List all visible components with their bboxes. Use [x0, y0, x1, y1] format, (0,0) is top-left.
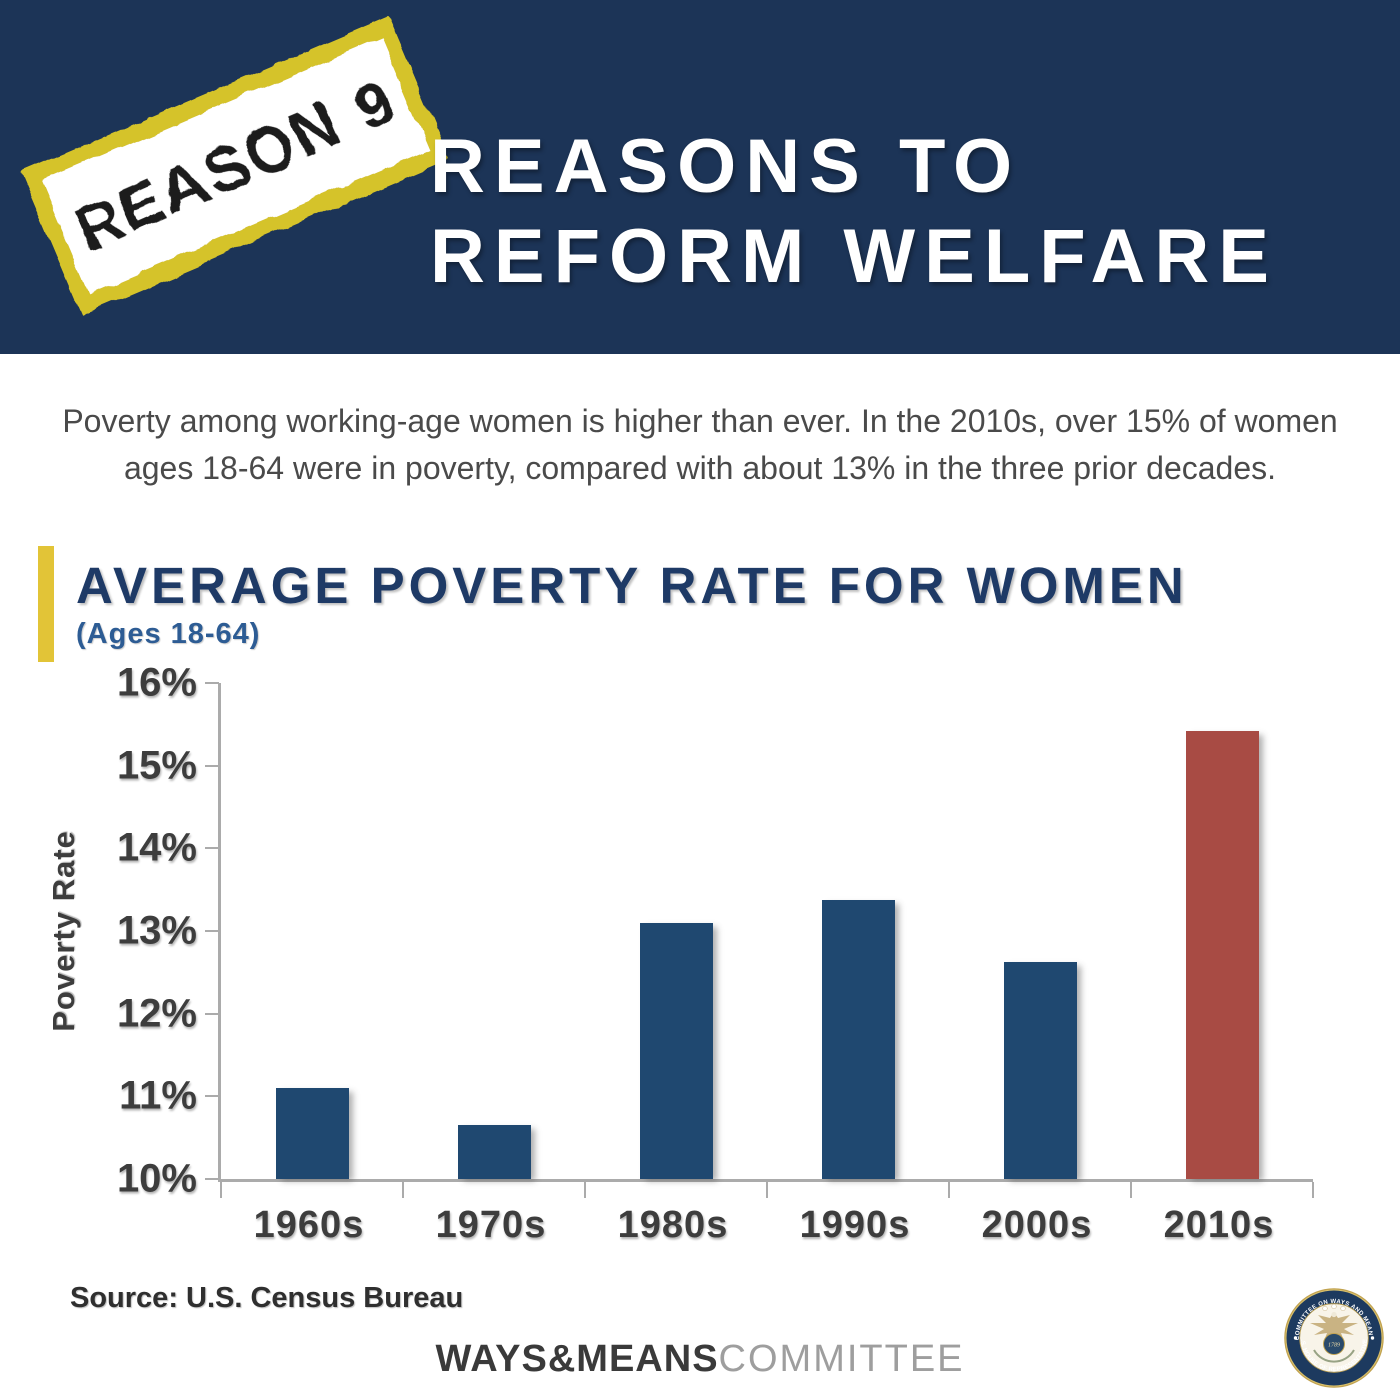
brand-committee: COMMITTEE	[718, 1338, 965, 1380]
y-tick-mark	[205, 930, 219, 932]
y-tick-mark	[205, 1012, 219, 1015]
reason-stamp: REASON 9	[20, 16, 450, 315]
brand-ways-means: WAYS&MEANS	[435, 1338, 719, 1380]
y-tick-mark	[205, 764, 219, 767]
y-tick-mark	[205, 847, 219, 850]
bar-slot	[949, 683, 1131, 1179]
bar-slot	[403, 683, 585, 1179]
reason-stamp-label: REASON 9	[64, 65, 406, 266]
bar-1980s	[639, 922, 713, 1179]
x-tick-mark	[401, 1182, 404, 1198]
y-tick-mark	[205, 682, 219, 684]
x-label-2000s: 2000s	[981, 1204, 1093, 1246]
bar-1960s	[275, 1088, 349, 1179]
y-tick-mark	[205, 1095, 219, 1098]
source-note: Source: U.S. Census Bureau	[70, 1282, 464, 1314]
plot-area: 16% 15% 14% 13% 12% 11% 10%	[117, 661, 1314, 1201]
x-tick-mark	[766, 1182, 768, 1198]
y-tick-label: 10%	[116, 1156, 197, 1201]
x-label-1970s: 1970s	[435, 1204, 547, 1246]
bar-slot	[1131, 683, 1313, 1179]
bar-slot	[585, 683, 767, 1179]
y-tick-label: 11%	[119, 1073, 197, 1118]
x-tick-mark	[1130, 1182, 1132, 1198]
y-tick-label: 12%	[116, 991, 197, 1036]
page-title-line-2: REFORM WELFARE	[430, 214, 1278, 299]
bar-1970s	[457, 1125, 531, 1179]
chart-subtitle: (Ages 18-64)	[76, 618, 261, 650]
x-tick-mark	[583, 1182, 586, 1198]
x-label-2010s: 2010s	[1163, 1204, 1275, 1246]
brand-wordmark: WAYS&MEANSCOMMITTEE	[0, 1338, 1400, 1381]
x-tick-mark	[1312, 1182, 1314, 1198]
y-axis-title: Poverty Rate	[38, 683, 90, 1179]
chart-title: AVERAGE POVERTY RATE FOR WOMEN	[76, 557, 1188, 614]
x-label-1960s: 1960s	[253, 1204, 365, 1246]
bar-slot	[221, 683, 403, 1179]
bar-2000s	[1003, 962, 1077, 1179]
x-tick-mark	[947, 1182, 950, 1198]
seal-year: 1789	[1328, 1343, 1340, 1349]
y-tick-label: 15%	[116, 743, 197, 788]
page-title: REASONS TO REFORM WELFARE	[430, 122, 1278, 302]
seal-eagle-icon	[1310, 1312, 1358, 1346]
x-label-1990s: 1990s	[799, 1204, 911, 1246]
bar-1990s	[821, 900, 895, 1179]
y-tick-label: 13%	[116, 908, 197, 953]
x-tick-mark	[220, 1182, 222, 1198]
intro-paragraph: Poverty among working-age women is highe…	[62, 403, 1338, 486]
header-banner: REASON 9 REASONS TO REFORM WELFARE	[0, 0, 1400, 354]
y-tick-mark	[205, 1178, 219, 1180]
y-tick-label: 14%	[116, 825, 197, 870]
bars-row	[221, 683, 1313, 1179]
y-tick-label: 16%	[116, 660, 197, 705]
page-title-line-1: REASONS TO	[430, 124, 1022, 209]
bar-slot	[767, 683, 949, 1179]
y-axis-title-text: Poverty Rate	[46, 830, 81, 1032]
ways-means-seal-icon: COMMITTEE ON WAYS AND MEANS U.S. HOUSE O…	[1284, 1288, 1384, 1388]
bar-2010s	[1185, 730, 1259, 1179]
yellow-accent-bar	[38, 546, 54, 662]
x-axis-labels: 1960s 1970s 1980s 1990s 2000s 2010s	[218, 1204, 1310, 1247]
x-label-1980s: 1980s	[617, 1204, 729, 1246]
